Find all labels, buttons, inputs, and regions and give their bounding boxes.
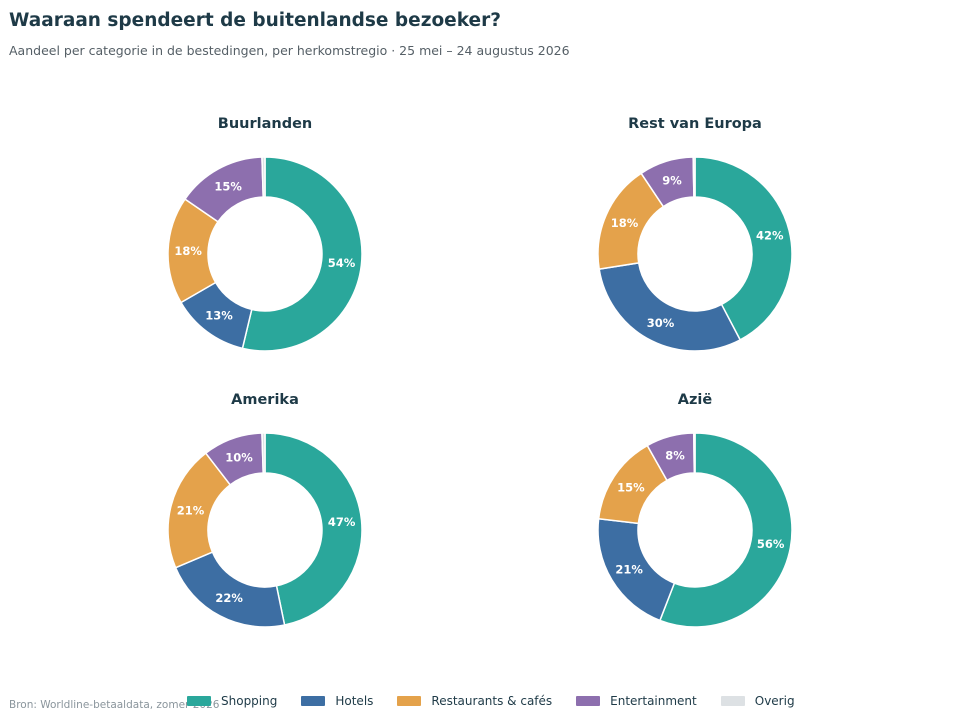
slice-label-hotels: 21% [615, 563, 643, 577]
donut-title: Buurlanden [218, 116, 312, 132]
slice-label-entertainment: 15% [214, 179, 242, 193]
legend-label-overig: Overig [754, 694, 795, 708]
slice-label-restaurants-caf-s: 18% [611, 216, 639, 230]
page-title: Waaraan spendeert de buitenlandse bezoek… [9, 10, 501, 31]
legend-label-shopping: Shopping [221, 694, 278, 708]
slice-shopping [694, 156, 793, 341]
donut-azi: Azië 56% 21% 15% 8% [597, 392, 793, 628]
page-subtitle: Aandeel per categorie in de bestedingen,… [9, 43, 570, 58]
donut-amerika: Amerika 47% 22% 21% 10% [167, 392, 363, 628]
slice-hotels [598, 262, 741, 352]
donut-title: Azië [678, 392, 713, 408]
slice-label-restaurants-caf-s: 21% [177, 503, 205, 517]
legend-item-entertainment: Entertainment [576, 694, 697, 708]
slice-label-shopping: 47% [328, 515, 356, 529]
slice-label-restaurants-caf-s: 15% [617, 480, 645, 494]
slice-shopping [659, 432, 793, 628]
legend-swatch-restaurants [397, 696, 422, 706]
slice-overig [261, 432, 266, 474]
slice-overig [692, 156, 696, 198]
slice-shopping [264, 432, 363, 626]
donut-title: Amerika [231, 392, 299, 408]
legend-swatch-hotels [301, 696, 326, 706]
slice-label-entertainment: 8% [665, 449, 685, 463]
slice-shopping [241, 156, 363, 352]
legend-swatch-shopping [187, 696, 211, 706]
slice-hotels [174, 551, 286, 628]
legend-swatch-overig [720, 696, 745, 706]
legend-item-shopping: Shopping [187, 694, 277, 708]
slice-label-hotels: 30% [647, 316, 675, 330]
legend-item-overig: Overig [720, 694, 795, 708]
donut-buurlanden: Buurlanden 54% 13% 18% 15% [167, 116, 363, 352]
legend-item-restaurants: Restaurants & cafés [397, 694, 552, 708]
slice-label-entertainment: 10% [225, 451, 253, 465]
slice-label-shopping: 56% [757, 537, 785, 551]
slice-label-shopping: 54% [328, 256, 356, 270]
slice-label-shopping: 42% [756, 229, 784, 243]
legend-label-restaurants: Restaurants & cafés [431, 694, 553, 708]
slice-label-entertainment: 9% [662, 174, 682, 188]
legend: Shopping Hotels Restaurants & cafés Ente… [187, 694, 819, 708]
slice-overig [261, 156, 266, 198]
legend-label-entertainment: Entertainment [610, 694, 697, 708]
slice-label-restaurants-caf-s: 18% [174, 244, 202, 258]
donut-title: Rest van Europa [628, 116, 762, 132]
slice-overig [693, 432, 696, 474]
donut-rest-van-europa: Rest van Europa 42% 30% 18% 9% [597, 116, 793, 352]
legend-swatch-entertainment [576, 696, 601, 706]
slice-label-hotels: 22% [215, 591, 243, 605]
source-note: Bron: Worldline-betaaldata, zomer 2026 [9, 699, 220, 711]
legend-label-hotels: Hotels [335, 694, 374, 708]
slice-label-hotels: 13% [205, 309, 233, 323]
legend-item-hotels: Hotels [301, 694, 373, 708]
